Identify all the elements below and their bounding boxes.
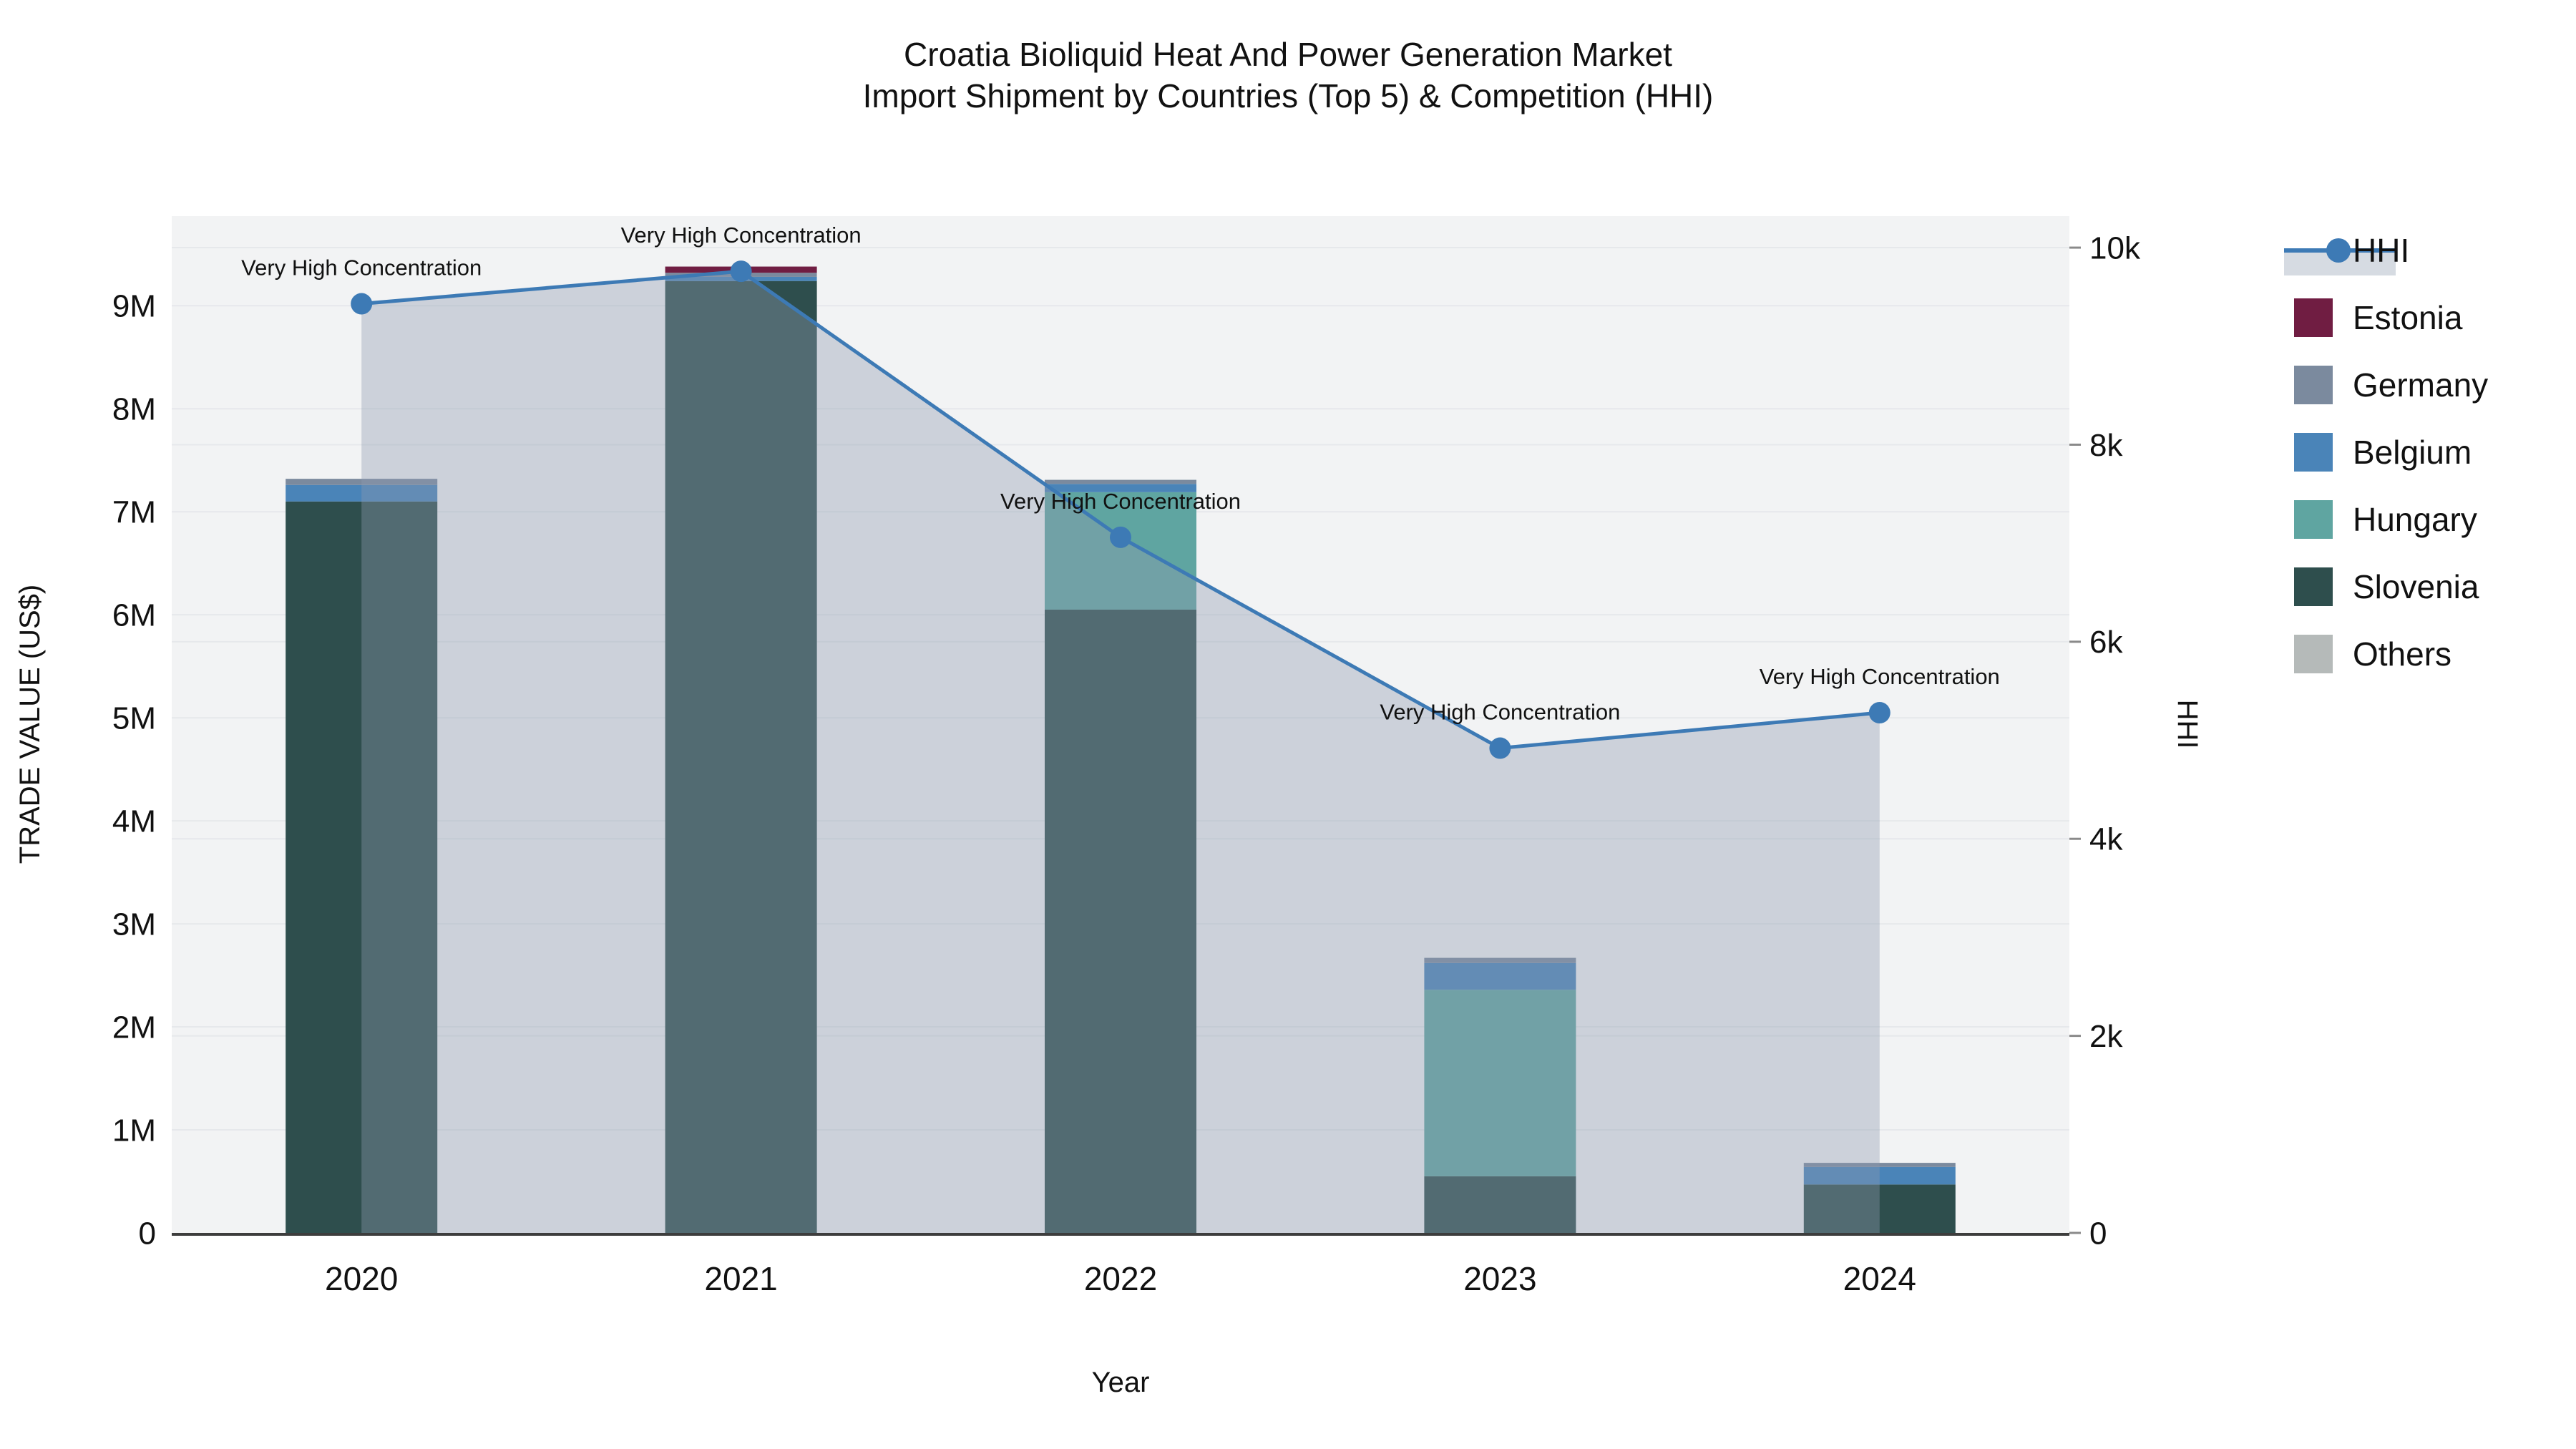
left-tick-label: 2M (112, 1010, 156, 1045)
x-tick-label-2021: 2021 (704, 1260, 777, 1297)
annotation-2024: Very High Concentration (1760, 664, 2000, 689)
hhi-marker-2022[interactable] (1110, 526, 1131, 548)
hhi-area-fill (361, 271, 1880, 1233)
annotations-layer: Very High Concentration Very High Concent… (241, 223, 2000, 724)
left-tick-label: 7M (112, 495, 156, 530)
bar-segment-hungary-2022[interactable] (1045, 492, 1196, 610)
left-tick-label: 6M (112, 598, 156, 633)
left-tick-label: 8M (112, 392, 156, 427)
legend-swatch-estonia (2294, 298, 2333, 337)
right-axis-title: HHI (2172, 700, 2203, 749)
hhi-marker-2023[interactable] (1489, 737, 1511, 759)
right-tick-label: 8k (2089, 428, 2123, 463)
legend-label-estonia: Estonia (2353, 299, 2463, 336)
left-axis-title: TRADE VALUE (US$) (14, 585, 46, 864)
hhi-marker-2024[interactable] (1868, 701, 1890, 723)
legend-swatch-germany (2294, 366, 2333, 404)
legend: HHI Estonia Germany Belgium Hungary Slovenia O… (2284, 232, 2488, 673)
left-tick-label: 5M (112, 701, 156, 736)
annotation-2021: Very High Concentration (621, 223, 862, 248)
legend-item-hhi[interactable]: HHI (2284, 232, 2409, 275)
right-tick-label: 2k (2089, 1019, 2123, 1054)
legend-label-others: Others (2353, 635, 2451, 673)
right-tick-label: 0 (2089, 1216, 2107, 1251)
bar-segment-germany-2022[interactable] (1045, 479, 1196, 484)
legend-item-others[interactable]: Others (2294, 635, 2451, 673)
bar-segment-slovenia-2020[interactable] (286, 501, 438, 1233)
annotation-2020: Very High Concentration (241, 255, 482, 280)
left-tick-label: 3M (112, 907, 156, 942)
bar-segment-slovenia-2021[interactable] (665, 280, 817, 1233)
bar-segment-belgium-2020[interactable] (286, 484, 438, 502)
bar-segment-slovenia-2023[interactable] (1424, 1176, 1576, 1233)
bar-segment-slovenia-2022[interactable] (1045, 609, 1196, 1233)
right-tick-label: 6k (2089, 625, 2123, 660)
x-axis-title: Year (1092, 1367, 1150, 1398)
left-tick-label: 0 (139, 1216, 156, 1251)
left-axis-tick-labels: 0 1M 2M 3M 4M 5M 6M 7M 8M 9M (112, 289, 156, 1252)
bar-segment-belgium-2022[interactable] (1045, 484, 1196, 492)
bar-segment-germany-2020[interactable] (286, 479, 438, 485)
right-tick-label: 10k (2089, 230, 2141, 265)
hhi-marker-2020[interactable] (351, 293, 373, 315)
bar-segment-germany-2023[interactable] (1424, 957, 1576, 963)
legend-label-slovenia: Slovenia (2353, 568, 2479, 605)
legend-item-germany[interactable]: Germany (2294, 366, 2488, 404)
x-axis-tick-labels: 2020 2021 2022 2023 2024 (325, 1260, 1916, 1297)
legend-label-hhi: HHI (2353, 232, 2409, 269)
left-tick-label: 4M (112, 804, 156, 839)
legend-swatch-others (2294, 635, 2333, 673)
hhi-marker-2021[interactable] (730, 260, 752, 283)
legend-swatch-belgium (2294, 433, 2333, 472)
hhi-line-layer (351, 260, 1890, 759)
chart-title-line-2: Import Shipment by Countries (Top 5) & C… (863, 77, 1714, 114)
bars-layer (286, 266, 1956, 1233)
bar-segment-slovenia-2024[interactable] (1803, 1184, 1956, 1233)
legend-label-hungary: Hungary (2353, 501, 2477, 538)
right-tick-label: 4k (2089, 822, 2123, 857)
x-tick-label-2022: 2022 (1084, 1260, 1157, 1297)
chart-title-line-1: Croatia Bioliquid Heat And Power Generat… (904, 36, 1672, 73)
bar-segment-belgium-2024[interactable] (1803, 1166, 1956, 1185)
annotation-2023: Very High Concentration (1380, 700, 1620, 725)
legend-label-germany: Germany (2353, 366, 2488, 404)
annotation-2022: Very High Concentration (1000, 489, 1241, 514)
legend-item-estonia[interactable]: Estonia (2294, 298, 2463, 337)
x-tick-label-2023: 2023 (1463, 1260, 1536, 1297)
right-axis-tick-labels: 0 2k 4k 6k 8k 10k (2069, 230, 2141, 1251)
left-tick-label: 9M (112, 289, 156, 324)
legend-swatch-hungary (2294, 500, 2333, 539)
x-tick-label-2020: 2020 (325, 1260, 398, 1297)
bar-segment-germany-2024[interactable] (1803, 1163, 1956, 1167)
legend-label-belgium: Belgium (2353, 434, 2472, 471)
left-tick-label: 1M (112, 1113, 156, 1148)
hhi-legend-marker (2326, 238, 2351, 263)
hhi-area-layer (361, 271, 1880, 1233)
legend-swatch-slovenia (2294, 567, 2333, 606)
legend-item-hungary[interactable]: Hungary (2294, 500, 2477, 539)
legend-item-belgium[interactable]: Belgium (2294, 433, 2472, 472)
legend-item-slovenia[interactable]: Slovenia (2294, 567, 2479, 606)
bar-segment-belgium-2023[interactable] (1424, 962, 1576, 990)
bar-segment-hungary-2023[interactable] (1424, 990, 1576, 1176)
x-tick-label-2024: 2024 (1843, 1260, 1916, 1297)
